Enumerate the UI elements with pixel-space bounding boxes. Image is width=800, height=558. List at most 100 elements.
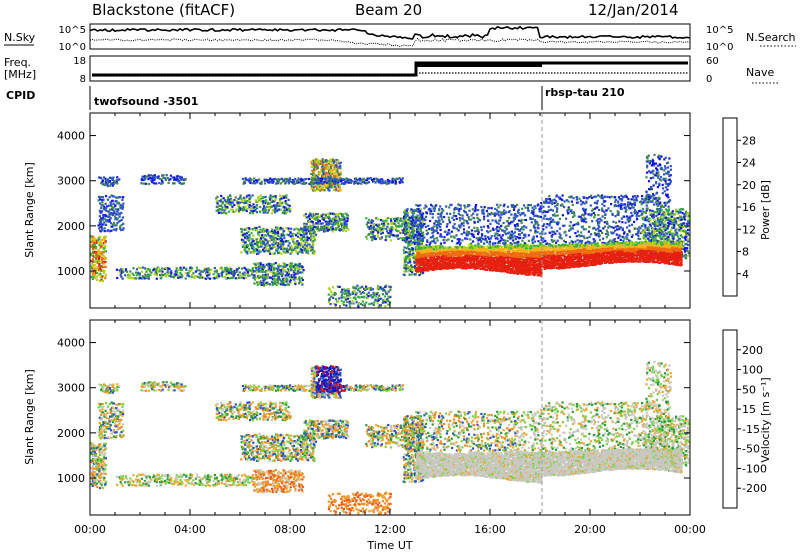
power-cell	[248, 227, 250, 229]
power-cell	[409, 217, 411, 219]
power-cell	[597, 200, 599, 202]
power-cell	[349, 305, 351, 307]
station-title: Blackstone (fitACF)	[92, 1, 235, 19]
power-cell	[533, 215, 535, 217]
power-cell	[149, 274, 151, 276]
power-cell	[98, 196, 100, 198]
power-cell	[569, 225, 571, 227]
power-cell	[652, 170, 654, 172]
power-cell	[390, 286, 392, 288]
power-cell	[220, 195, 222, 197]
power-cell	[366, 224, 368, 226]
power-cell	[407, 222, 409, 224]
power-cell	[588, 241, 590, 243]
power-cell	[158, 267, 160, 269]
power-cell	[519, 234, 521, 236]
power-cell	[456, 218, 458, 220]
power-cell	[105, 236, 107, 238]
power-cell	[684, 247, 686, 249]
power-cell	[289, 210, 291, 212]
power-cell	[419, 211, 421, 213]
power-cell	[542, 241, 544, 243]
power-cell	[384, 305, 386, 307]
cpid-mode-1: twofsound -3501	[94, 95, 198, 108]
power-cell	[468, 210, 470, 212]
power-cell	[335, 227, 337, 229]
power-cell	[339, 286, 341, 288]
nsky-label: N.Sky	[4, 31, 36, 44]
power-cell	[433, 238, 435, 240]
power-cell	[598, 226, 600, 228]
power-cell	[461, 217, 463, 219]
power-cell	[411, 269, 413, 271]
power-cell	[419, 220, 421, 222]
power-cell	[278, 282, 280, 284]
power-cell	[615, 226, 617, 228]
power-cell	[216, 196, 218, 198]
power-cell	[477, 221, 479, 223]
power-cell	[558, 222, 560, 224]
power-cell	[164, 273, 166, 275]
power-cell	[617, 201, 619, 203]
power-cell	[436, 227, 438, 229]
power-cell	[246, 195, 248, 197]
power-cell	[256, 227, 258, 229]
power-cell	[251, 242, 253, 244]
power-cell	[552, 219, 554, 221]
power-cell	[332, 286, 334, 288]
power-cell	[261, 234, 263, 236]
power-cell	[661, 222, 663, 224]
power-cell	[446, 225, 448, 227]
power-cell	[258, 270, 260, 272]
power-cell	[105, 250, 107, 252]
power-cell	[601, 232, 603, 234]
power-cell	[412, 219, 414, 221]
power-cell	[280, 253, 282, 255]
power-cell	[377, 236, 379, 238]
power-cell	[383, 224, 385, 226]
power-cell	[504, 230, 506, 232]
power-cell	[548, 218, 550, 220]
power-cell	[216, 270, 218, 272]
power-cell	[540, 202, 542, 204]
power-cell	[279, 195, 281, 197]
power-cell	[585, 221, 587, 223]
power-cell	[339, 187, 341, 189]
power-cell	[481, 234, 483, 236]
power-cell	[365, 302, 367, 304]
power-cell	[333, 189, 335, 191]
power-cell	[299, 263, 301, 265]
power-cell	[451, 240, 453, 242]
power-cell	[340, 189, 342, 191]
power-cell	[414, 239, 416, 241]
power-cell	[432, 229, 434, 231]
power-cell	[301, 252, 303, 254]
power-cell	[305, 178, 307, 180]
power-cell	[495, 220, 497, 222]
power-cell	[365, 236, 367, 238]
power-cell	[255, 267, 257, 269]
freq-unit-label: [MHz]	[4, 68, 36, 81]
power-cell	[656, 169, 658, 171]
power-cell	[484, 235, 486, 237]
power-cell	[239, 274, 241, 276]
power-cell	[271, 265, 273, 267]
power-cell	[578, 198, 580, 200]
power-cell	[658, 155, 660, 157]
power-cell	[231, 199, 233, 201]
power-cell	[318, 223, 320, 225]
power-cell	[260, 200, 262, 202]
power-cell	[623, 216, 625, 218]
power-cell	[657, 186, 659, 188]
power-cell	[459, 214, 461, 216]
power-cell	[337, 300, 339, 302]
power-cell	[260, 195, 262, 197]
power-cell	[166, 274, 168, 276]
power-cell	[463, 219, 465, 221]
power-cell	[262, 200, 264, 202]
power-cell	[544, 211, 546, 213]
power-cell	[358, 288, 360, 290]
power-cell	[685, 230, 687, 232]
power-cell	[407, 237, 409, 239]
power-cell	[252, 228, 254, 230]
